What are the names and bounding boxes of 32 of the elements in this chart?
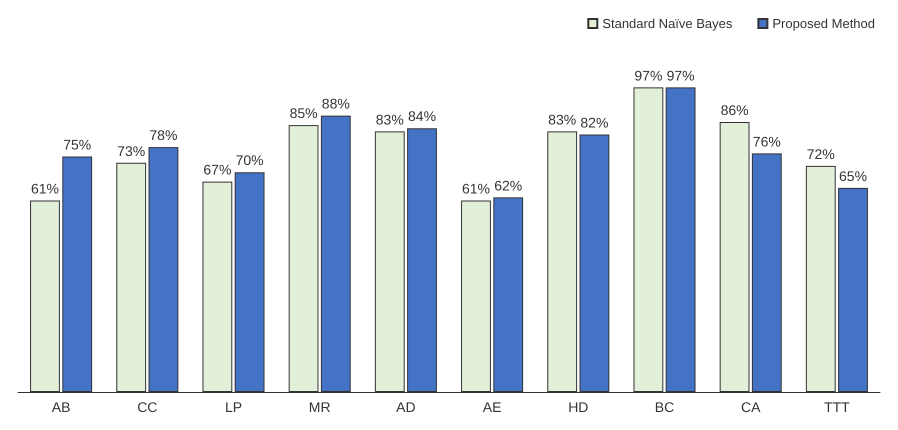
- x-tick-label: AE: [482, 399, 502, 415]
- legend-label: Standard Naïve Bayes: [602, 16, 733, 31]
- data-label: 62%: [494, 177, 522, 194]
- data-label: 61%: [462, 180, 490, 196]
- data-label: 65%: [838, 168, 868, 184]
- data-label: 88%: [322, 96, 350, 112]
- legend-label: Proposed Method: [772, 16, 875, 31]
- x-tick-label: CC: [137, 399, 158, 415]
- data-label: 84%: [408, 108, 436, 124]
- x-tick-label: CA: [740, 399, 762, 415]
- data-label: 61%: [30, 180, 60, 196]
- data-label: 75%: [63, 136, 92, 152]
- x-tick-label: LP: [224, 399, 242, 415]
- data-label: 83%: [548, 111, 576, 128]
- x-tick-label: TTT: [824, 399, 850, 415]
- data-label: 85%: [290, 105, 318, 122]
- data-label: 76%: [752, 133, 781, 150]
- data-label: 83%: [376, 111, 404, 128]
- data-label: 72%: [806, 146, 835, 162]
- data-label: 70%: [236, 152, 264, 168]
- data-label: 67%: [203, 162, 232, 178]
- data-label: 97%: [666, 67, 695, 84]
- data-label: 78%: [149, 127, 178, 144]
- data-label: 82%: [580, 114, 608, 131]
- data-label: 86%: [720, 102, 749, 118]
- x-tick-label: AB: [52, 399, 70, 415]
- data-label: 73%: [117, 142, 146, 159]
- x-tick-label: BC: [654, 399, 674, 415]
- x-tick-label: HD: [568, 399, 588, 415]
- x-tick-label: MR: [308, 399, 331, 415]
- data-label: 97%: [634, 67, 662, 84]
- x-tick-label: AD: [396, 399, 416, 415]
